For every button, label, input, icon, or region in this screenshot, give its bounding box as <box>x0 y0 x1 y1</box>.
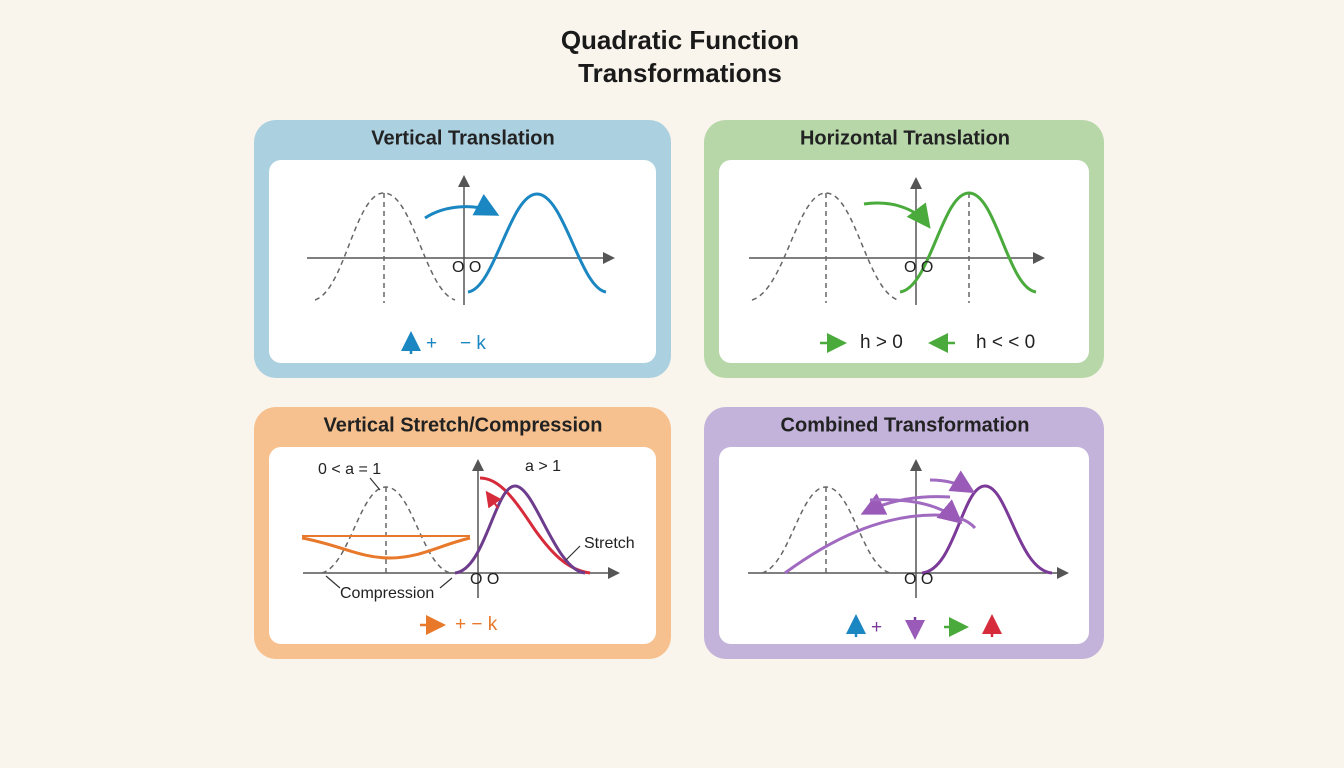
legend-text: h < < 0 <box>976 332 1035 353</box>
panel: Combined Transformation O O + <box>704 407 1104 659</box>
panel-title: Horizontal Translation <box>800 127 1010 149</box>
annotation: Stretch <box>584 535 635 552</box>
legend-text: + <box>426 333 437 354</box>
origin-label: O O <box>904 259 933 276</box>
panel: Horizontal Translation O O h > 0 h < < 0 <box>704 120 1104 378</box>
origin-label: O O <box>452 259 481 276</box>
legend-text: − k <box>460 333 486 354</box>
panel-title: Vertical Stretch/Compression <box>324 414 603 436</box>
title: Quadratic Function Transformations <box>560 25 800 88</box>
panel: Vertical Translation O O + − k <box>254 120 671 378</box>
annotation: Compression <box>340 585 434 602</box>
legend-text: + <box>871 617 882 638</box>
panel-title: Vertical Translation <box>371 127 554 149</box>
panel-title: Combined Transformation <box>781 414 1030 436</box>
origin-label: O O <box>470 571 499 588</box>
annotation: 0 < a = 1 <box>318 461 381 478</box>
origin-label: O O <box>904 571 933 588</box>
legend-text: + − k <box>455 614 498 635</box>
panel: Vertical Stretch/Compression 0 < a = 1 a… <box>254 407 671 659</box>
legend-text: h > 0 <box>860 332 903 353</box>
annotation: a > 1 <box>525 458 561 475</box>
